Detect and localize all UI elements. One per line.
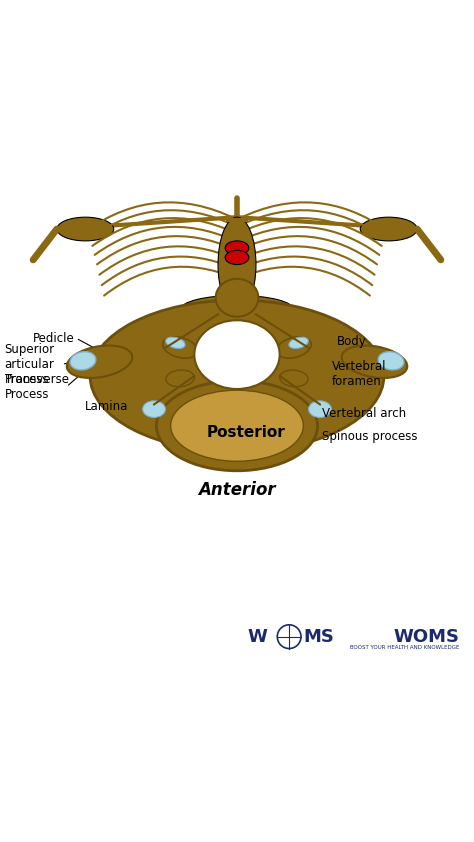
Text: Transverse
Process: Transverse Process [5, 373, 69, 401]
Ellipse shape [70, 352, 96, 370]
Ellipse shape [180, 296, 294, 324]
Text: Vertebral
foramen: Vertebral foramen [332, 360, 386, 387]
Text: Posterior: Posterior [207, 425, 286, 440]
Ellipse shape [166, 337, 185, 349]
Text: Body: Body [337, 335, 366, 348]
Text: Lamina: Lamina [85, 400, 129, 413]
Ellipse shape [342, 345, 407, 378]
Ellipse shape [156, 381, 318, 471]
Ellipse shape [218, 217, 256, 312]
Ellipse shape [225, 250, 249, 264]
Ellipse shape [309, 401, 331, 418]
Text: Pedicle: Pedicle [33, 332, 75, 344]
Ellipse shape [166, 370, 194, 386]
Text: Superior
articular
Process: Superior articular Process [5, 343, 55, 386]
Text: W: W [248, 627, 268, 646]
Ellipse shape [194, 320, 280, 389]
Ellipse shape [378, 352, 404, 370]
Ellipse shape [67, 345, 132, 378]
Text: Spinous process: Spinous process [322, 429, 418, 443]
Text: MS: MS [303, 627, 334, 646]
Ellipse shape [225, 241, 249, 255]
Text: Anterior: Anterior [198, 481, 276, 498]
Text: BOOST YOUR HEALTH AND KNOWLEDGE: BOOST YOUR HEALTH AND KNOWLEDGE [350, 645, 460, 650]
Text: Vertebral arch: Vertebral arch [322, 408, 406, 420]
Text: WOMS: WOMS [394, 627, 460, 646]
Ellipse shape [163, 337, 198, 358]
Ellipse shape [360, 217, 417, 241]
Ellipse shape [280, 370, 308, 386]
Ellipse shape [143, 401, 165, 418]
Ellipse shape [221, 296, 252, 332]
FancyBboxPatch shape [19, 184, 455, 322]
Ellipse shape [57, 217, 114, 241]
Ellipse shape [276, 337, 311, 358]
Ellipse shape [216, 279, 258, 317]
Ellipse shape [171, 390, 303, 461]
Ellipse shape [90, 300, 384, 452]
Ellipse shape [289, 337, 308, 349]
